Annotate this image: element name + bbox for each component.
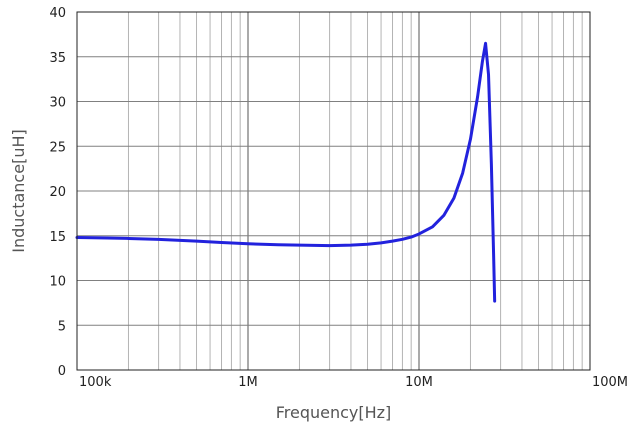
x-tick-label: 1M	[238, 375, 258, 390]
x-tick-label: 100k	[79, 375, 112, 390]
series-layer	[75, 41, 497, 303]
y-tick-label: 25	[49, 140, 66, 155]
x-tick-label: 100M	[592, 375, 628, 390]
y-tick-label: 5	[58, 319, 66, 334]
y-tick-label: 35	[49, 51, 66, 66]
y-tick-label: 40	[49, 6, 66, 21]
x-tick-labels: 100k 1M 10M 100M	[79, 375, 628, 390]
x-axis-title: Frequency[Hz]	[276, 403, 392, 422]
y-tick-label: 0	[58, 364, 66, 379]
y-tick-labels: 0 5 10 15 20 25 30 35 40	[49, 6, 66, 379]
y-tick-label: 10	[49, 275, 66, 290]
y-tick-label: 30	[49, 96, 66, 111]
y-tick-label: 20	[49, 185, 66, 200]
inductance-series-line	[75, 41, 497, 303]
x-tick-label: 10M	[405, 375, 433, 390]
plot-area-frame	[76, 11, 591, 371]
y-tick-label: 15	[49, 230, 66, 245]
y-axis-title: Inductance[uH]	[9, 129, 28, 252]
